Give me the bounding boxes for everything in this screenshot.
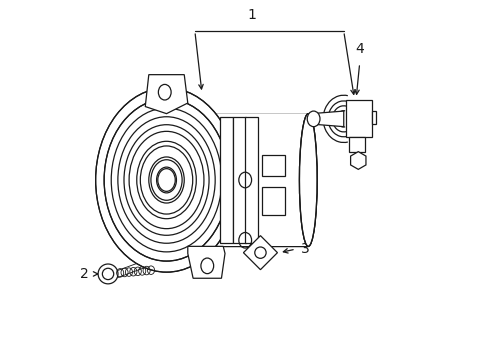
Polygon shape	[232, 117, 245, 243]
Polygon shape	[262, 155, 285, 176]
Text: 2: 2	[80, 267, 88, 281]
Polygon shape	[166, 114, 307, 246]
Ellipse shape	[306, 111, 319, 127]
Polygon shape	[243, 236, 277, 270]
Polygon shape	[371, 111, 376, 125]
Ellipse shape	[299, 114, 317, 246]
Polygon shape	[145, 75, 187, 114]
Polygon shape	[187, 246, 224, 278]
Polygon shape	[262, 187, 285, 215]
Polygon shape	[345, 100, 371, 138]
Text: 4: 4	[355, 42, 364, 56]
Polygon shape	[348, 138, 364, 152]
Text: 1: 1	[246, 8, 256, 22]
Ellipse shape	[98, 264, 118, 284]
Ellipse shape	[299, 114, 317, 246]
Polygon shape	[220, 117, 233, 243]
Ellipse shape	[104, 99, 228, 261]
Polygon shape	[244, 117, 258, 243]
Text: 3: 3	[301, 242, 309, 256]
Polygon shape	[317, 111, 343, 127]
Polygon shape	[350, 152, 365, 169]
Ellipse shape	[96, 88, 237, 272]
